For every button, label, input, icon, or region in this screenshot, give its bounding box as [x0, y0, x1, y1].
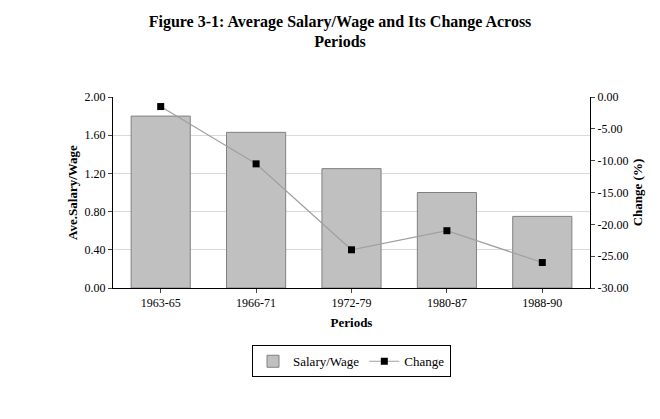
- svg-text:-30.00: -30.00: [597, 281, 628, 295]
- svg-text:1963-65: 1963-65: [141, 296, 181, 310]
- svg-text:Periods: Periods: [331, 315, 373, 330]
- svg-text:1966-71: 1966-71: [236, 296, 276, 310]
- svg-text:0.00: 0.00: [85, 281, 106, 295]
- svg-text:-20.00: -20.00: [597, 218, 628, 232]
- svg-text:1980-87: 1980-87: [427, 296, 467, 310]
- svg-text:2.00: 2.00: [85, 90, 106, 104]
- svg-text:-10.00: -10.00: [597, 154, 628, 168]
- svg-text:0.80: 0.80: [85, 205, 106, 219]
- svg-text:1.60: 1.60: [85, 128, 106, 142]
- svg-text:0.40: 0.40: [85, 243, 106, 257]
- svg-text:0.00: 0.00: [597, 90, 618, 104]
- svg-text:1988-90: 1988-90: [522, 296, 562, 310]
- svg-text:Change: Change: [404, 354, 444, 369]
- svg-text:1.20: 1.20: [85, 167, 106, 181]
- svg-text:Ave.Salary/Wage: Ave.Salary/Wage: [65, 145, 80, 240]
- svg-text:-15.00: -15.00: [597, 186, 628, 200]
- svg-text:Salary/Wage: Salary/Wage: [293, 354, 359, 369]
- svg-text:-25.00: -25.00: [597, 249, 628, 263]
- html-text:Figure 3-1: Average Salary/Wag: Figure 3-1: Average Salary/Wage and Its …: [148, 13, 532, 50]
- svg-text:Change (%): Change (%): [630, 159, 645, 227]
- svg-text:-5.00: -5.00: [597, 122, 622, 136]
- svg-text:1972-79: 1972-79: [332, 296, 372, 310]
